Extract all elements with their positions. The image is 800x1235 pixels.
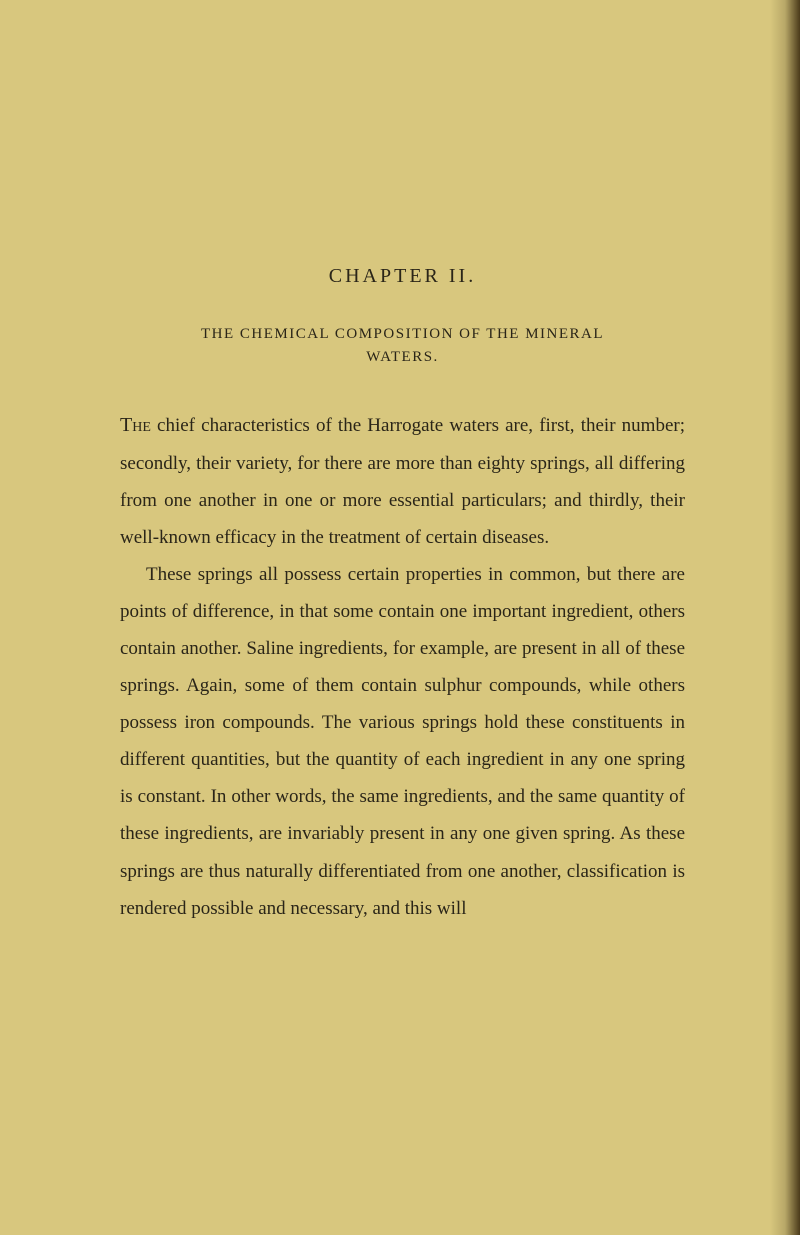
document-page: CHAPTER II. THE CHEMICAL COMPOSITION OF … [0, 0, 800, 1235]
paragraph-1-rest: chief characteristics of the Harrogate w… [120, 415, 685, 548]
subtitle-line-2: WATERS. [120, 349, 685, 366]
chapter-heading: CHAPTER II. [120, 265, 685, 288]
subtitle-line-1: THE CHEMICAL COMPOSITION OF THE MINERAL [120, 326, 685, 343]
first-word: The [120, 414, 151, 436]
paragraph-2: These springs all possess certain proper… [120, 556, 685, 926]
paragraph-1: The chief characteristics of the Harroga… [120, 406, 685, 556]
